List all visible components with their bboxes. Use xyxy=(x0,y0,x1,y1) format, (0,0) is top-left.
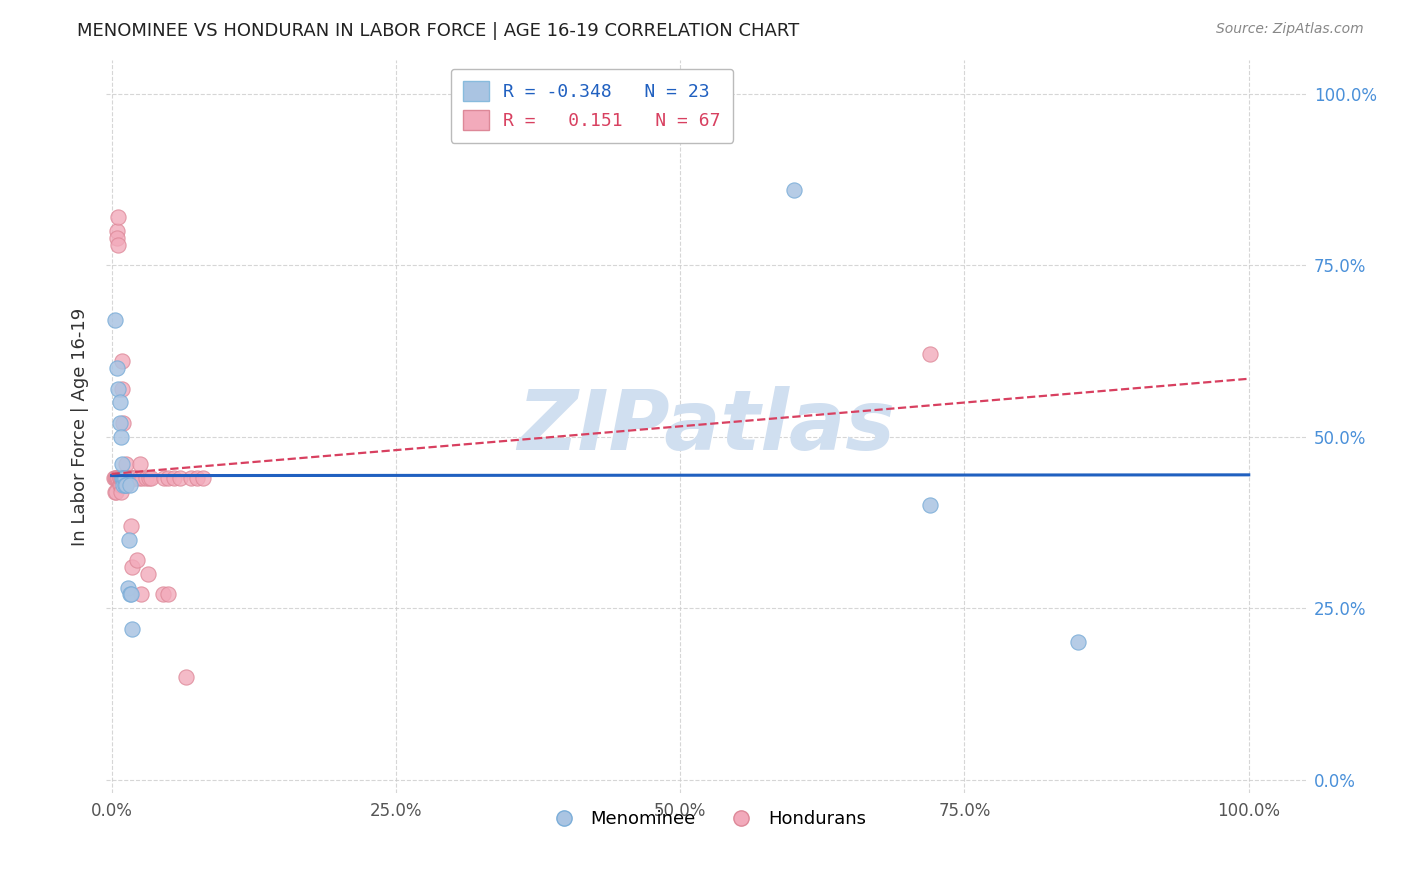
Point xyxy=(115,457,138,471)
Point xyxy=(118,587,141,601)
Point xyxy=(115,471,138,485)
Point xyxy=(125,553,148,567)
Point xyxy=(114,477,136,491)
Point xyxy=(114,471,136,485)
Point xyxy=(118,471,141,485)
Point xyxy=(118,471,141,485)
Point xyxy=(105,471,128,485)
Point xyxy=(107,382,129,396)
Point xyxy=(114,471,136,485)
Point xyxy=(117,471,139,485)
Point xyxy=(110,477,132,491)
Point xyxy=(104,471,127,485)
Point xyxy=(118,477,141,491)
Point xyxy=(105,361,128,376)
Point xyxy=(115,477,138,491)
Text: MENOMINEE VS HONDURAN IN LABOR FORCE | AGE 16-19 CORRELATION CHART: MENOMINEE VS HONDURAN IN LABOR FORCE | A… xyxy=(77,22,800,40)
Point xyxy=(129,457,152,471)
Point xyxy=(115,477,138,491)
Point xyxy=(135,471,157,485)
Point xyxy=(153,471,176,485)
Point xyxy=(111,471,134,485)
Point xyxy=(152,587,174,601)
Point xyxy=(111,477,134,491)
Point xyxy=(121,560,143,574)
Text: ZIPatlas: ZIPatlas xyxy=(517,386,894,467)
Point xyxy=(105,224,128,238)
Point xyxy=(110,430,132,444)
Point xyxy=(131,471,153,485)
Point xyxy=(112,471,135,485)
Point xyxy=(108,471,131,485)
Point xyxy=(120,587,142,601)
Point xyxy=(107,237,129,252)
Point xyxy=(111,471,134,485)
Point xyxy=(117,581,139,595)
Point xyxy=(136,566,159,581)
Point xyxy=(110,484,132,499)
Point xyxy=(104,484,127,499)
Point xyxy=(111,457,134,471)
Legend: Menominee, Hondurans: Menominee, Hondurans xyxy=(538,803,873,836)
Point xyxy=(104,313,127,327)
Point xyxy=(108,471,131,485)
Point xyxy=(111,354,134,368)
Point xyxy=(141,471,163,485)
Point xyxy=(114,471,136,485)
Y-axis label: In Labor Force | Age 16-19: In Labor Force | Age 16-19 xyxy=(72,308,89,546)
Point xyxy=(111,471,134,485)
Point xyxy=(124,471,146,485)
Point xyxy=(117,471,139,485)
Point xyxy=(163,471,186,485)
Point xyxy=(174,670,197,684)
Point xyxy=(121,471,143,485)
Point xyxy=(157,587,180,601)
Point xyxy=(191,471,214,485)
Point xyxy=(107,471,129,485)
Point xyxy=(129,587,152,601)
Point xyxy=(105,471,128,485)
Point xyxy=(105,231,128,245)
Text: Source: ZipAtlas.com: Source: ZipAtlas.com xyxy=(1216,22,1364,37)
Point xyxy=(120,519,142,533)
Point xyxy=(118,533,141,547)
Point xyxy=(111,382,134,396)
Point xyxy=(180,471,202,485)
Point xyxy=(169,471,191,485)
Point xyxy=(157,471,180,485)
Point xyxy=(107,211,129,225)
Point xyxy=(118,471,141,485)
Point xyxy=(118,471,141,485)
Point xyxy=(111,471,134,485)
Point xyxy=(112,471,135,485)
Point xyxy=(112,471,135,485)
Point xyxy=(108,477,131,491)
Point xyxy=(138,471,160,485)
Point xyxy=(108,395,131,409)
Point xyxy=(783,183,806,197)
Point xyxy=(186,471,208,485)
Point xyxy=(124,471,146,485)
Point xyxy=(105,484,128,499)
Point xyxy=(121,622,143,636)
Point xyxy=(111,471,134,485)
Point xyxy=(110,471,132,485)
Point xyxy=(111,416,134,430)
Point xyxy=(122,471,145,485)
Point xyxy=(114,471,136,485)
Point xyxy=(920,347,942,361)
Point xyxy=(111,471,134,485)
Point xyxy=(128,471,150,485)
Point xyxy=(112,471,135,485)
Point xyxy=(103,471,125,485)
Point xyxy=(115,471,138,485)
Point xyxy=(1067,635,1090,649)
Point xyxy=(108,416,131,430)
Point xyxy=(118,471,141,485)
Point xyxy=(920,499,942,513)
